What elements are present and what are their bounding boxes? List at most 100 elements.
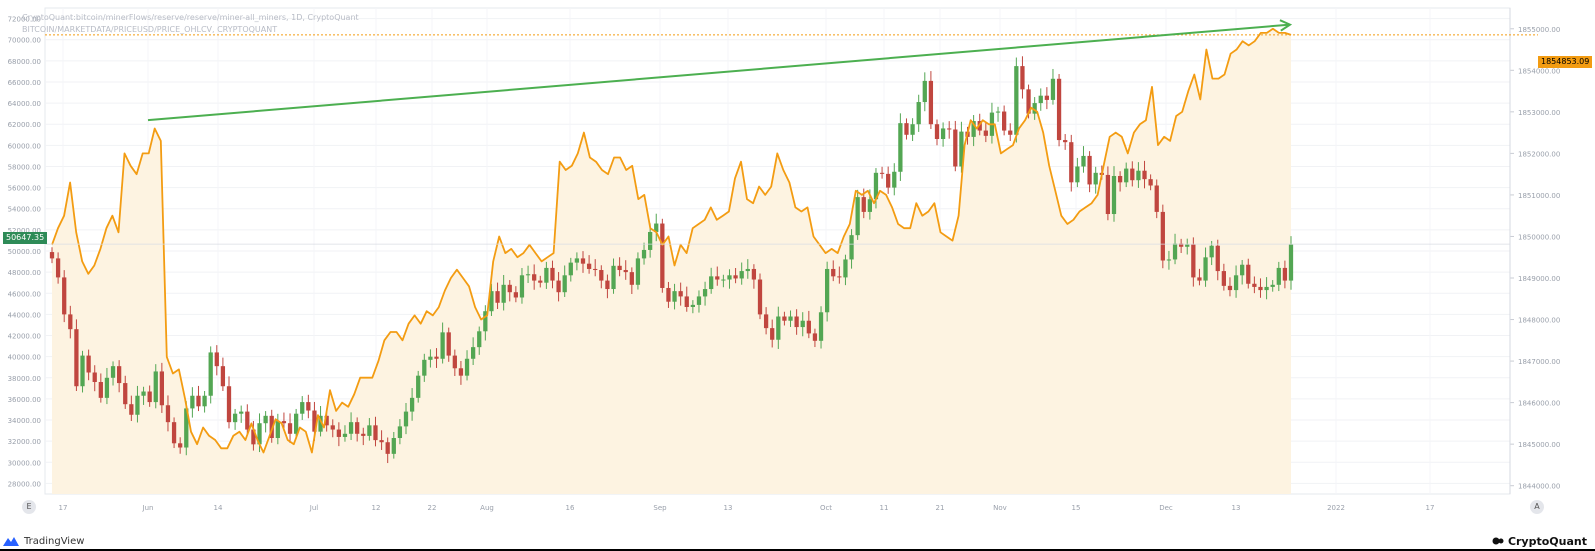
price-candle [269, 415, 274, 439]
price-candle [324, 415, 329, 426]
price-candle [617, 265, 622, 271]
price-candle [471, 347, 476, 359]
price-candle [1050, 78, 1056, 100]
x-axis-tick-label: 21 [936, 504, 945, 512]
price-candle [1288, 244, 1294, 281]
trendline [147, 23, 1291, 122]
price-candle [538, 280, 543, 283]
price-candle [1111, 175, 1117, 215]
price-candle [1026, 89, 1031, 114]
price-candle [1160, 211, 1165, 261]
price-candle [623, 270, 628, 273]
price-candle [1081, 155, 1086, 167]
price-candle [74, 329, 79, 387]
price-candle [1142, 170, 1147, 180]
price-candle [452, 355, 457, 369]
tradingview-logo[interactable]: TradingView [2, 534, 84, 548]
price-candle [1014, 66, 1019, 135]
price-candle [702, 289, 708, 297]
price-candle [861, 197, 866, 212]
price-candle [922, 80, 927, 103]
price-candle [782, 316, 787, 321]
price-candle [1032, 103, 1037, 114]
x-axis-tick-label: Oct [820, 504, 832, 512]
price-candle [556, 280, 561, 293]
left-axis-tick-label: 34000.00 [8, 417, 41, 425]
price-candle [1087, 155, 1092, 185]
trendline-arrowhead [1279, 19, 1293, 32]
price-candle [1148, 179, 1153, 186]
price-candle [995, 111, 1001, 113]
miner-reserve-line [51, 27, 1292, 454]
price-candle [348, 422, 354, 434]
price-candle [660, 223, 665, 288]
price-candle [739, 271, 744, 279]
price-candle [1276, 267, 1281, 285]
price-candle [586, 263, 592, 269]
left-axis-tick-label: 66000.00 [8, 79, 41, 87]
auto-scale-button[interactable]: A [1530, 500, 1544, 514]
price-candle [1246, 264, 1251, 284]
price-candle [837, 276, 842, 278]
price-candle [721, 279, 726, 281]
left-axis-tick-label: 54000.00 [8, 206, 41, 214]
current-price-label: 50647.35 [3, 232, 48, 244]
left-axis-tick-label: 40000.00 [8, 354, 41, 362]
price-candle [300, 402, 305, 414]
price-candle [513, 292, 518, 298]
left-axis-tick-label: 58000.00 [8, 163, 41, 171]
price-candle [1020, 66, 1025, 90]
price-candle [751, 268, 757, 280]
price-candle [928, 80, 934, 125]
price-candle [495, 291, 500, 303]
price-candle [611, 265, 616, 290]
price-candle [214, 352, 219, 367]
chart-extend-button[interactable]: E [22, 500, 36, 514]
price-candle [1056, 78, 1062, 141]
left-axis-tick-label: 44000.00 [8, 311, 41, 319]
price-candle [294, 413, 299, 434]
price-candle [684, 296, 689, 307]
price-candle [519, 275, 525, 298]
price-candle [959, 131, 964, 167]
price-candle [1233, 275, 1239, 291]
price-candle [806, 320, 811, 334]
x-axis-tick-label: 15 [1072, 504, 1081, 512]
price-candle [1252, 283, 1257, 287]
price-candle [434, 356, 439, 359]
x-axis-tick-label: 11 [880, 504, 889, 512]
price-candle [257, 423, 262, 445]
right-axis-tick-label: 1851000.00 [1518, 192, 1560, 200]
price-candle [1008, 130, 1013, 135]
price-candle [428, 356, 433, 360]
price-candle [287, 423, 293, 434]
left-axis-tick-label: 46000.00 [8, 290, 41, 298]
price-candle [1038, 95, 1043, 104]
left-axis-tick-label: 48000.00 [8, 269, 41, 277]
bottom-edge [0, 549, 1595, 551]
price-candle [416, 375, 421, 398]
price-candle [599, 270, 604, 281]
price-candle [654, 223, 659, 232]
price-candle [397, 426, 403, 439]
price-candle [373, 425, 378, 441]
x-axis-tick-label: Sep [653, 504, 667, 512]
price-candle [873, 172, 879, 200]
price-candle [342, 433, 348, 437]
price-candle [788, 316, 793, 321]
price-candle [947, 128, 952, 130]
price-candle [251, 429, 256, 445]
price-candle [104, 377, 110, 398]
price-candle [867, 199, 872, 212]
price-candle [312, 410, 317, 432]
price-candle [409, 397, 415, 412]
x-axis-tick-label: Jun [142, 504, 154, 512]
price-candle [379, 440, 384, 443]
right-axis-tick-label: 1852000.00 [1518, 150, 1560, 158]
price-candle [715, 276, 720, 280]
left-axis-tick-label: 50000.00 [8, 248, 41, 256]
price-candle [446, 332, 451, 356]
price-candle [971, 121, 976, 137]
price-candle [843, 259, 848, 278]
right-axis-tick-label: 1853000.00 [1518, 109, 1560, 117]
